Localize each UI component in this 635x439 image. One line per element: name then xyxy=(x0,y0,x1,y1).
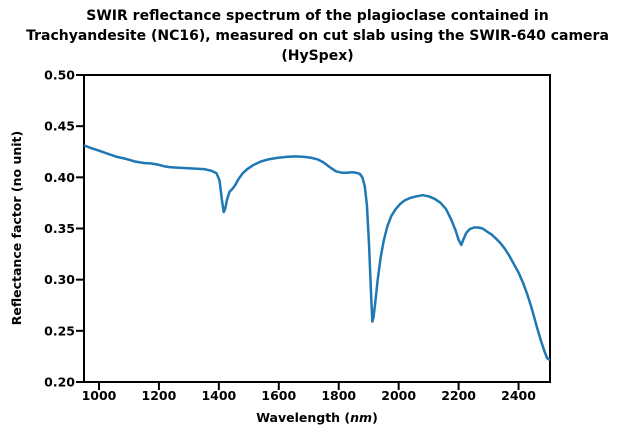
chart-title-line-2: Trachyandesite (NC16), measured on cut s… xyxy=(26,28,609,44)
x-axis-label: Wavelength (nm) xyxy=(256,410,378,425)
x-axis-tick-label: 1000 xyxy=(82,388,117,403)
x-axis-tick-label: 2400 xyxy=(501,388,536,403)
y-axis-tick-label: 0.40 xyxy=(44,170,75,185)
y-axis-tick-label: 0.50 xyxy=(44,68,75,83)
x-axis-label-text: Wavelength ( xyxy=(256,410,350,425)
plot-frame xyxy=(83,74,551,383)
x-axis-tick-label: 1400 xyxy=(201,388,236,403)
x-axis-tick-label: 1600 xyxy=(261,388,296,403)
x-axis-ticks: 1000 1200 1400 1600 1800 2000 2200 2400 xyxy=(82,383,536,403)
chart-title: SWIR reflectance spectrum of the plagioc… xyxy=(0,6,635,66)
x-axis-tick-label: 1800 xyxy=(321,388,356,403)
x-axis-tick-label: 2200 xyxy=(441,388,476,403)
y-axis-tick-label: 0.20 xyxy=(44,375,75,390)
chart-title-line-3: (HySpex) xyxy=(281,48,354,64)
x-axis-label-unit: nm xyxy=(350,410,372,425)
x-axis-label-close: ) xyxy=(372,410,378,425)
y-axis-tick-label: 0.45 xyxy=(44,119,75,134)
chart-title-line-1: SWIR reflectance spectrum of the plagioc… xyxy=(86,8,549,24)
x-axis-tick-label: 1200 xyxy=(142,388,177,403)
y-axis-tick-label: 0.35 xyxy=(44,221,75,236)
y-axis-ticks: 0.20 0.25 0.30 0.35 0.40 0.45 0.50 xyxy=(44,68,83,390)
y-axis-tick-label: 0.25 xyxy=(44,323,75,338)
spectrum-line xyxy=(83,144,551,361)
y-axis-label: Reflectance factor (no unit) xyxy=(9,131,24,326)
x-axis-tick-label: 2000 xyxy=(381,388,416,403)
y-axis-tick-label: 0.30 xyxy=(44,272,75,287)
